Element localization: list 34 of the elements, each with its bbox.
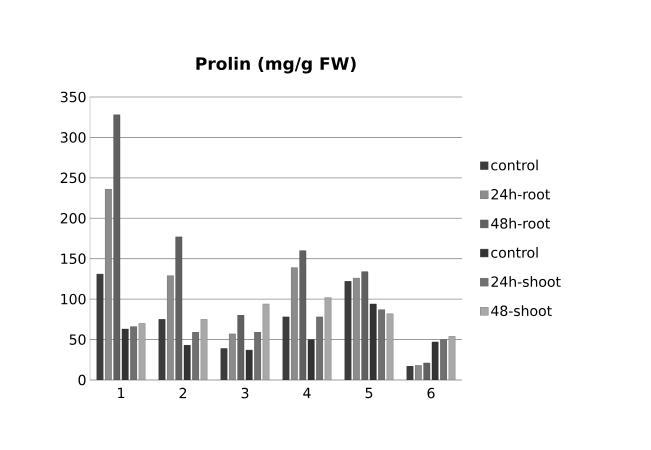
bar	[96, 274, 104, 380]
x-tick-label: 1	[118, 388, 124, 398]
bar	[122, 328, 129, 380]
y-tick-label: 50	[70, 334, 86, 345]
legend-label: 48h-root	[491, 218, 550, 229]
y-tick-label: 250	[60, 172, 86, 184]
bar	[344, 281, 352, 380]
bar	[246, 350, 253, 380]
y-tick-label: 150	[61, 253, 86, 264]
bar	[370, 304, 377, 380]
y-tick-label: 0	[78, 374, 86, 386]
legend-label: 24h-shoot	[491, 276, 561, 287]
bar	[184, 345, 191, 380]
legend-label: control	[491, 246, 538, 258]
y-tick-label: 300	[60, 132, 86, 143]
bar	[138, 323, 146, 380]
legend-label: control	[491, 160, 538, 170]
y-tick-label: 350	[60, 92, 86, 102]
bar	[282, 316, 290, 380]
legend-label: 48-shoot	[491, 305, 552, 316]
bar	[158, 319, 166, 380]
y-tick-label: 200	[60, 212, 86, 224]
x-tick-label: 2	[180, 388, 186, 398]
x-tick-label: 6	[428, 388, 435, 398]
y-tick-label: 100	[61, 294, 86, 304]
bar	[308, 339, 315, 380]
bar	[220, 348, 228, 380]
x-tick-label: 3	[242, 388, 248, 398]
bar	[130, 326, 138, 380]
x-tick-label: 5	[366, 388, 372, 398]
x-tick-label: 4	[303, 388, 311, 398]
chart-title: Prolin (mg/g FW)	[196, 56, 356, 74]
legend-label: 24h-root	[491, 188, 550, 200]
bar	[432, 342, 439, 380]
